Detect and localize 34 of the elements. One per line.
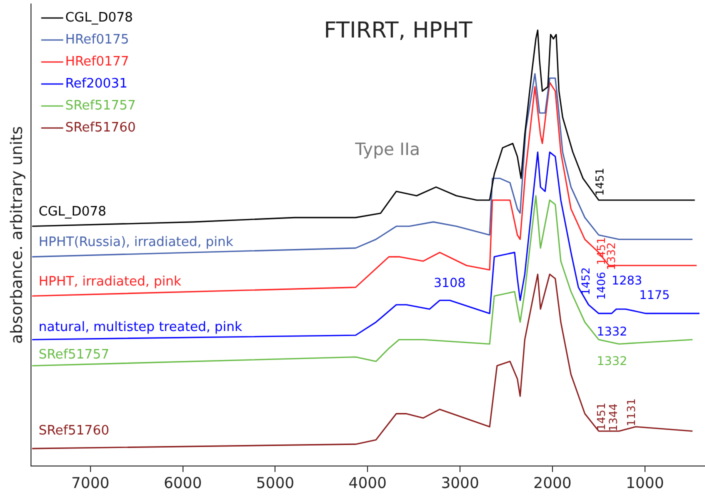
annotation: natural, multistep treated, pink <box>38 320 243 335</box>
annotation: Type IIa <box>354 140 420 160</box>
annotation: HPHT, irradiated, pink <box>38 274 182 290</box>
legend-label: HRef0175 <box>65 32 130 48</box>
x-tick-label: 2000 <box>533 474 572 492</box>
annotation: HPHT(Russia), irradiated, pink <box>38 234 234 250</box>
annotation: 1451 <box>593 168 606 196</box>
x-tick-label: 1000 <box>626 474 664 492</box>
annotation: 1332 <box>596 354 628 368</box>
annotation: SRef51760 <box>38 424 110 439</box>
annotation: 1131 <box>625 398 638 426</box>
legend-label: SRef51757 <box>65 98 136 114</box>
annotation: 1406 <box>594 272 608 300</box>
chart-title: FTIRRT, HPHT <box>324 18 473 44</box>
legend-label: HRef0177 <box>65 54 130 70</box>
annotation: 1451 <box>594 402 608 431</box>
annotation: 1175 <box>639 288 670 302</box>
annotation: CGL_D078 <box>38 204 106 220</box>
legend-label: Ref20031 <box>65 76 128 92</box>
x-tick-label: 7000 <box>71 474 110 492</box>
legend-label: CGL_D078 <box>65 10 133 26</box>
x-tick-label: 3000 <box>440 474 480 492</box>
annotation: 1344 <box>606 403 620 432</box>
annotation: 3108 <box>434 275 466 290</box>
y-axis-title: absorbance. arbitrary units <box>6 126 26 344</box>
annotation: 1283 <box>612 273 642 288</box>
legend-label: SRef51760 <box>65 120 136 136</box>
annotation: 1332 <box>604 242 618 270</box>
annotation: SRef51757 <box>38 347 110 362</box>
annotation: 1452 <box>579 267 592 296</box>
x-tick-label: 5000 <box>256 474 294 492</box>
x-tick-label: 6000 <box>164 474 202 492</box>
x-tick-label: 4000 <box>348 474 387 492</box>
annotation: 1332 <box>596 324 628 339</box>
